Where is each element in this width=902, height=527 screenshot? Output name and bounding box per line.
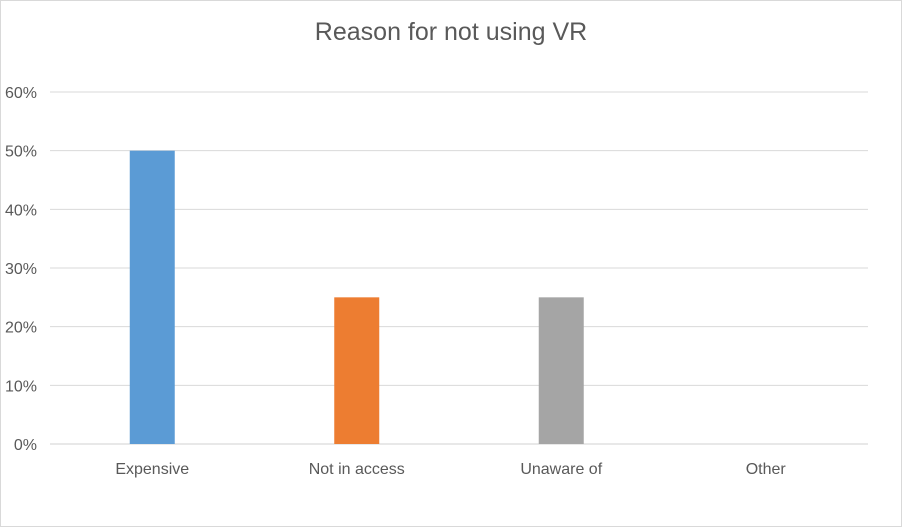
y-tick-label: 10% xyxy=(5,378,37,395)
bars xyxy=(129,150,584,444)
x-category-label: Expensive xyxy=(115,461,189,478)
x-category-label: Unaware of xyxy=(520,461,602,478)
chart-title: Reason for not using VR xyxy=(314,18,588,46)
gridlines xyxy=(50,91,868,445)
y-axis-tick-labels: 0% 10% 20% 30% 40% 50% 60% xyxy=(5,85,37,454)
y-tick-label: 0% xyxy=(14,437,37,454)
y-tick-label: 40% xyxy=(5,202,37,219)
x-category-label: Other xyxy=(746,461,787,478)
y-tick-label: 50% xyxy=(5,144,37,161)
bar-expensive xyxy=(129,150,175,444)
bar-not-in-access xyxy=(334,297,380,444)
y-tick-label: 30% xyxy=(5,261,37,278)
x-axis-category-labels: Expensive Not in access Unaware of Other xyxy=(115,461,786,478)
bar-unaware-of xyxy=(538,297,584,444)
y-tick-label: 60% xyxy=(5,85,37,102)
x-category-label: Not in access xyxy=(309,461,405,478)
y-tick-label: 20% xyxy=(5,320,37,337)
